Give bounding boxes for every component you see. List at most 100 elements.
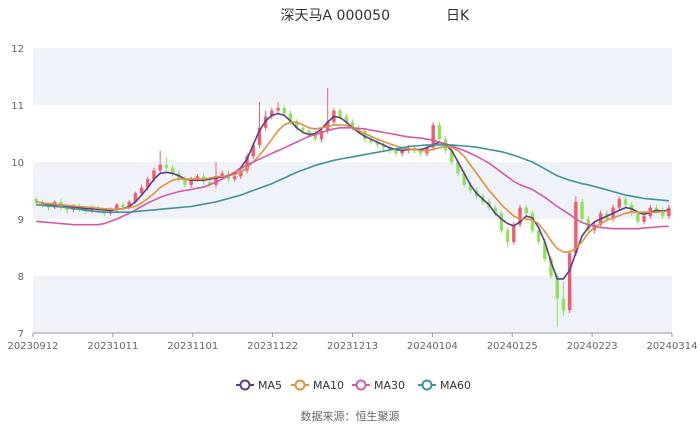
period-label: 日K [446,8,470,24]
candle-body [152,170,156,180]
x-tick-label: 20240104 [407,341,458,352]
candle-body [636,213,640,222]
candle-body [654,207,659,211]
candle-body [536,230,541,242]
candle-body [400,150,404,154]
candle-down [505,227,510,248]
candle-body [642,216,646,222]
y-tick-label: 8 [18,272,24,283]
candle-up [667,204,671,219]
candle-up [642,213,646,225]
candle-body [251,144,255,157]
grid-band [33,276,672,333]
candle-up [431,122,435,151]
legend-label: MA10 [313,379,344,392]
y-axis: 7 8 9 10 11 12 [11,44,24,340]
candle-body [189,179,193,185]
candle-body [394,150,398,154]
candle-body [170,167,175,174]
candle-body [282,107,286,114]
x-tick-label: 20231101 [167,341,218,352]
grid-band [33,48,672,105]
candle-up [518,204,522,228]
candle-down [164,157,169,171]
candle-body [158,164,162,171]
legend-item-ma5: MA5 [236,379,282,392]
candle-body [456,162,460,174]
candle-body [381,144,386,148]
candle-body [567,253,572,311]
candle-body [623,199,628,205]
candle-body [65,207,69,210]
candle-up [115,203,119,213]
candle-body [239,170,243,177]
candle-body [549,258,553,276]
candle-body [660,210,665,217]
candle-body [220,173,224,177]
candle-body [232,176,237,180]
candle-body [214,176,218,185]
x-tick-label: 20230912 [8,341,59,352]
legend-label: MA30 [374,379,405,392]
candle-body [133,193,138,202]
candle-down [580,199,584,222]
candle-up [567,250,572,314]
candle-down [660,207,665,219]
candle-down [363,127,367,143]
y-tick-label: 12 [11,44,24,55]
candle-up [257,102,262,148]
candle-body [257,127,262,145]
candle-down [183,176,187,188]
candle-body [518,207,522,225]
candle-body [530,213,535,231]
ma30-line [36,127,669,230]
candle-body [127,201,131,208]
candle-up [270,107,274,120]
candle-body [499,213,504,231]
candle-body [270,110,274,117]
candle-body [505,230,510,242]
candle-body [146,179,150,188]
candle-body [450,150,454,162]
candle-body [493,207,497,214]
candle-up [276,102,280,114]
legend: MA5 MA10 MA30 MA60 [236,379,471,392]
ma60-line [36,144,669,213]
candle-down [375,139,380,148]
y-tick-label: 10 [11,158,24,169]
candle-body [580,201,584,219]
candle-body [245,156,249,171]
legend-marker [294,379,306,391]
candle-up [220,170,224,180]
candle-body [667,207,671,217]
y-tick-label: 7 [18,329,24,340]
candle-body [561,298,566,311]
x-tick-label: 20231213 [327,341,378,352]
candle-body [195,176,200,180]
x-axis: 20230912 20231011 20231101 20231122 20231213… [8,332,697,352]
candle-body [313,133,317,140]
candle-down [208,179,212,188]
candle-body [369,139,373,143]
candle-body [431,124,435,148]
candle-up [400,148,404,157]
candle-body [344,116,349,123]
legend-item-ma60: MA60 [418,379,471,392]
candle-body [419,150,423,154]
candle-body [164,164,169,168]
chart-title: 深天马A 000050 [281,8,390,24]
candle-up [617,196,621,211]
candle-body [183,179,187,185]
candle-down [388,144,392,154]
candle-body [543,241,547,259]
legend-marker [421,379,433,391]
candle-down [530,210,535,234]
candle-down [369,136,373,145]
source-note: 数据来源：恒生聚源 [301,409,400,423]
candle-body [437,124,442,140]
candle-down [561,281,566,316]
candle-body [524,207,528,214]
candle-up [158,150,162,174]
y-tick-label: 11 [11,101,24,112]
candle-body [319,130,324,140]
